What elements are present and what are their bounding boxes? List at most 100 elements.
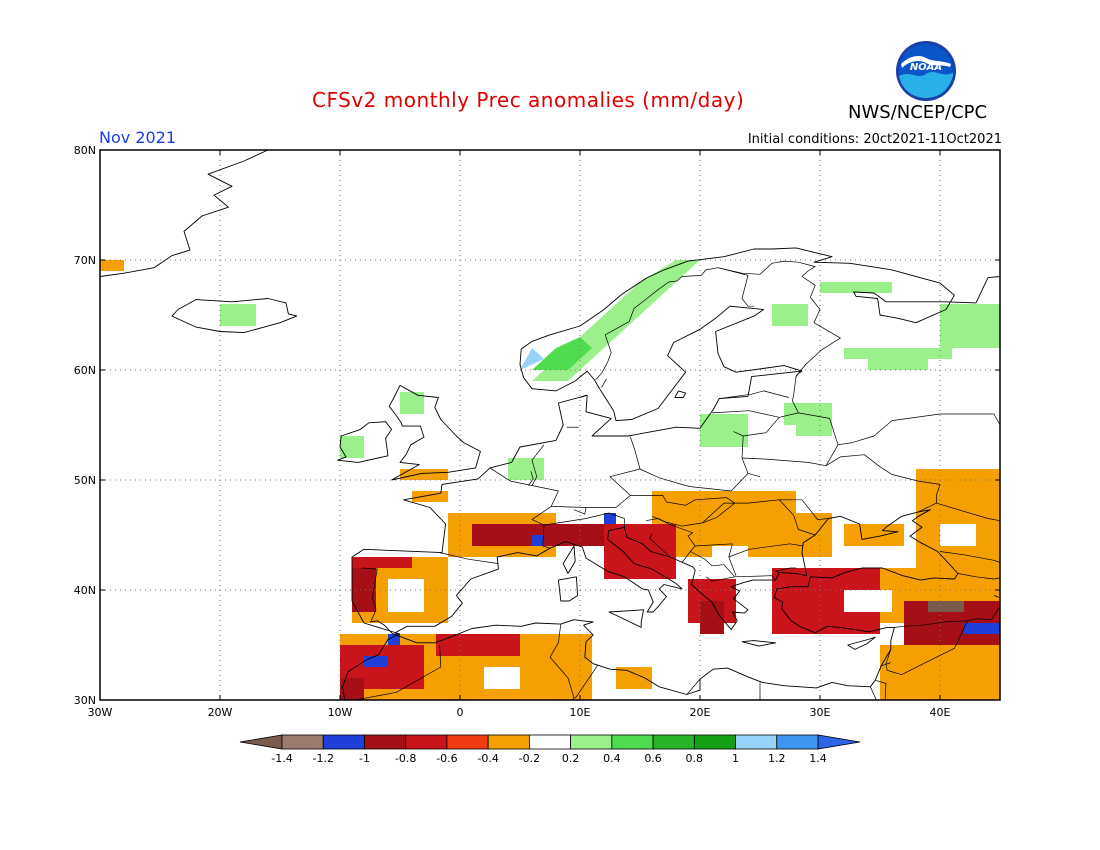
country-border — [528, 471, 534, 486]
country-border — [355, 644, 442, 700]
lon-tick-label: 30W — [88, 706, 113, 719]
anomaly-region — [940, 524, 976, 546]
coastline — [351, 247, 1000, 635]
graticule — [100, 150, 1000, 700]
anomaly-region — [484, 667, 520, 689]
colorbar-swatch — [776, 734, 819, 750]
anomaly-region — [340, 678, 364, 700]
lon-tick-label: 20W — [208, 706, 233, 719]
colorbar-label: 0.8 — [686, 752, 704, 765]
country-border — [747, 473, 761, 478]
anomaly-region — [520, 348, 544, 370]
anomaly-region — [508, 458, 544, 480]
coastline — [993, 595, 1000, 599]
country-border — [885, 620, 968, 676]
coastline — [337, 421, 393, 463]
colorbar-swatch — [570, 734, 613, 750]
colorbar-swatch — [528, 734, 572, 750]
anomaly-region — [964, 623, 1000, 634]
anomaly-region — [844, 348, 952, 359]
anomaly-region — [532, 535, 544, 546]
anomaly-region — [388, 579, 424, 612]
anomaly-fill-layer — [100, 260, 1000, 700]
lon-tick-label: 10E — [570, 706, 591, 719]
coastline — [741, 640, 777, 647]
country-border — [439, 552, 499, 564]
coastline-layer — [100, 150, 1000, 700]
colorbar-label: 1.4 — [809, 752, 827, 765]
lat-tick-label: 30N — [74, 694, 96, 707]
colorbar-label: -1.2 — [312, 752, 333, 765]
agency-label: NWS/NCEP/CPC — [848, 102, 988, 123]
colorbar-label: 1.2 — [768, 752, 786, 765]
colorbar-low-arrow — [239, 734, 283, 750]
colorbar-swatch — [446, 734, 489, 750]
anomaly-region — [700, 601, 724, 634]
country-border — [690, 551, 736, 582]
colorbar-swatch — [735, 734, 778, 750]
colorbar-swatch — [693, 734, 736, 750]
country-border-layer — [355, 260, 1000, 700]
anomaly-region — [652, 491, 796, 557]
country-border — [531, 444, 545, 486]
coastline — [847, 636, 876, 650]
lon-tick-label: 10W — [328, 706, 353, 719]
anomaly-region — [364, 656, 388, 667]
country-border — [543, 512, 625, 529]
anomaly-region — [352, 557, 376, 612]
country-border — [719, 390, 789, 399]
country-border — [573, 507, 587, 515]
country-border — [695, 543, 737, 576]
anomaly-region — [928, 601, 964, 612]
country-border — [881, 662, 891, 667]
country-border — [894, 606, 1000, 628]
country-border — [717, 267, 754, 307]
coastline — [579, 394, 587, 398]
lon-tick-label: 30E — [810, 706, 831, 719]
country-border — [595, 260, 841, 381]
anomaly-region — [388, 634, 400, 645]
country-border — [939, 551, 1000, 563]
colorbar-high-arrow — [817, 734, 861, 750]
country-border — [686, 678, 701, 695]
lon-tick-label: 0 — [457, 706, 464, 719]
anomaly-region — [604, 513, 616, 524]
country-border — [936, 502, 1000, 522]
country-border — [649, 533, 671, 558]
anomaly-region — [784, 403, 832, 425]
anomaly-region — [616, 667, 652, 689]
initial-conditions-label: Initial conditions: 20ct2021-11Oct2021 — [747, 132, 1002, 147]
anomaly-region — [820, 282, 892, 293]
colorbar-label: 0.6 — [644, 752, 662, 765]
noaa-logo: NOAA — [896, 41, 956, 101]
lat-tick-label: 40N — [74, 584, 96, 597]
latitude-labels: 80N 70N 60N 50N 40N 30N — [74, 144, 1000, 707]
country-border — [571, 664, 599, 700]
colorbar: -1.4 -1.2 -1 -0.8 -0.6 -0.4 -0.2 0.2 0.4 0.6 0.8 1 1… — [239, 734, 861, 765]
lon-tick-label: 40E — [930, 706, 951, 719]
coastline — [562, 545, 576, 574]
country-border — [639, 431, 749, 492]
longitude-labels: 30W 20W 10W 0 10E 20E 30E 40E — [88, 150, 951, 719]
country-border — [837, 413, 1000, 446]
map-frame — [99, 149, 1001, 701]
coastline — [100, 150, 269, 277]
colorbar-swatch — [322, 734, 365, 750]
country-border — [645, 518, 696, 563]
country-border — [728, 543, 804, 558]
anomaly-region — [844, 590, 892, 612]
anomaly-region — [940, 304, 1000, 348]
colorbar-swatch — [611, 734, 654, 750]
country-border — [551, 436, 641, 508]
anomaly-region — [772, 568, 880, 634]
colorbar-label: -0.4 — [477, 752, 498, 765]
coastline — [674, 390, 687, 398]
colorbar-swatch — [405, 734, 448, 750]
country-border — [875, 679, 887, 700]
country-border — [734, 575, 776, 581]
coastline — [557, 576, 579, 602]
country-border — [361, 567, 378, 621]
colorbar-label: 1 — [732, 752, 739, 765]
colorbar-label: -0.2 — [519, 752, 540, 765]
